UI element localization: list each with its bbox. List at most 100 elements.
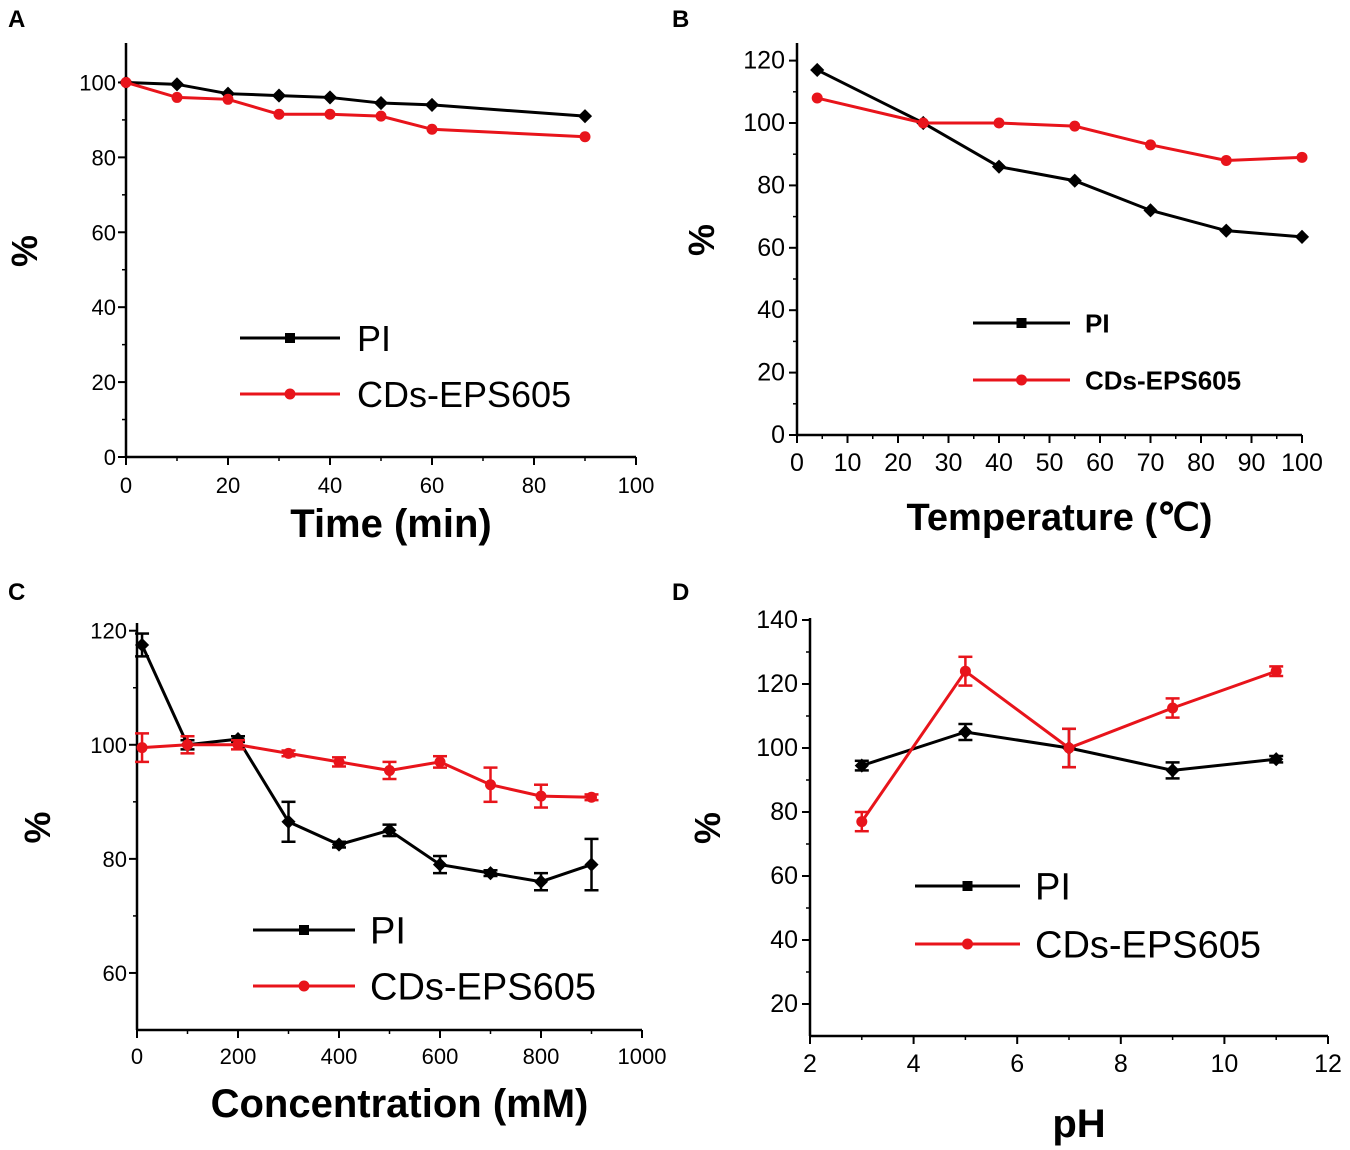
data-point-cds-eps605 xyxy=(959,665,971,677)
data-point-pi xyxy=(577,109,593,124)
data-point-pi xyxy=(483,866,498,881)
panel-c: C 0 200 400 600 800 1000 60 80 100 120 Concentratio… xyxy=(8,579,666,1126)
x-tick-label: 40 xyxy=(318,473,342,498)
data-point-cds-eps605 xyxy=(324,108,336,120)
x-tick-label: 80 xyxy=(1187,449,1215,477)
y-tick-label: 80 xyxy=(770,798,798,826)
y-tick-label: 0 xyxy=(771,421,785,449)
x-tick-label: 0 xyxy=(131,1044,143,1069)
data-point-cds-eps605 xyxy=(171,91,183,103)
x-tick-label: 100 xyxy=(1281,449,1323,477)
data-point-cds-eps605 xyxy=(273,108,285,120)
x-tick-label: 800 xyxy=(523,1044,560,1069)
data-point-pi xyxy=(134,637,150,653)
x-tick-label: 20 xyxy=(884,449,912,477)
x-axis-title: Time (min) xyxy=(290,502,492,546)
legend-marker-pi xyxy=(299,925,309,935)
y-tick-label: 100 xyxy=(756,734,798,762)
panel-d: D 2 4 6 8 10 12 20 40 60 80 100 120 140 pH% PI CDs-EPS60… xyxy=(672,579,1342,1146)
y-tick-label: 20 xyxy=(92,370,116,395)
legend-label-pi: PI xyxy=(357,318,391,359)
data-point-pi xyxy=(382,823,397,838)
x-axis-title: Concentration (mM) xyxy=(211,1082,589,1126)
series-line-cds-eps605 xyxy=(141,743,592,799)
legend-label-cds-eps605: CDs-EPS605 xyxy=(357,374,571,415)
data-point-cds-eps605 xyxy=(1063,742,1075,754)
y-tick-label: 20 xyxy=(757,359,785,387)
y-tick-label: 40 xyxy=(757,296,785,324)
data-point-cds-eps605 xyxy=(333,756,345,768)
x-tick-label: 30 xyxy=(935,449,963,477)
y-axis-title: % xyxy=(681,224,722,256)
x-tick-label: 0 xyxy=(790,449,804,477)
x-tick-label: 10 xyxy=(1210,1050,1238,1078)
data-point-pi xyxy=(584,857,599,872)
data-point-pi xyxy=(424,97,440,112)
data-point-cds-eps605 xyxy=(1296,151,1308,163)
data-point-pi xyxy=(322,90,338,105)
data-point-cds-eps605 xyxy=(579,131,591,143)
data-point-cds-eps605 xyxy=(182,739,193,751)
series-line-pi xyxy=(140,644,592,884)
y-tick-label: 60 xyxy=(757,234,785,262)
y-tick-label: 100 xyxy=(743,109,785,137)
data-point-pi xyxy=(854,758,869,773)
data-point-cds-eps605 xyxy=(811,92,823,104)
legend-marker-cds-eps605 xyxy=(284,388,296,400)
y-tick-label: 40 xyxy=(92,295,116,320)
data-point-cds-eps605 xyxy=(222,93,234,105)
data-point-cds-eps605 xyxy=(426,123,438,135)
data-point-pi xyxy=(810,62,825,78)
x-tick-label: 200 xyxy=(220,1044,257,1069)
panel-label: D xyxy=(672,579,689,606)
data-point-pi xyxy=(1269,752,1284,767)
data-point-cds-eps605 xyxy=(535,790,547,802)
x-tick-label: 80 xyxy=(522,473,546,498)
data-point-cds-eps605 xyxy=(1167,702,1179,714)
legend-label-pi: PI xyxy=(1085,308,1110,338)
data-point-cds-eps605 xyxy=(856,816,868,828)
data-point-cds-eps605 xyxy=(136,742,148,754)
data-point-cds-eps605 xyxy=(232,739,244,751)
data-point-cds-eps605 xyxy=(1145,139,1156,151)
data-point-pi xyxy=(1143,203,1158,218)
x-tick-label: 20 xyxy=(216,473,240,498)
y-tick-label: 100 xyxy=(79,70,116,95)
legend-marker-cds-eps605 xyxy=(962,938,973,950)
legend-label-cds-eps605: CDs-EPS605 xyxy=(1085,365,1241,395)
data-point-pi xyxy=(432,857,448,872)
data-point-cds-eps605 xyxy=(375,110,387,122)
data-point-pi xyxy=(1219,223,1234,238)
y-tick-label: 40 xyxy=(770,926,798,954)
data-point-pi xyxy=(1294,229,1310,244)
data-point-cds-eps605 xyxy=(283,747,294,759)
x-tick-label: 4 xyxy=(907,1050,921,1078)
x-tick-label: 50 xyxy=(1036,449,1064,477)
legend-marker-cds-eps605 xyxy=(298,980,310,992)
x-axis-title: pH xyxy=(1052,1102,1105,1146)
series-line-pi xyxy=(816,68,1303,239)
y-tick-label: 60 xyxy=(103,961,127,986)
panel-label: C xyxy=(8,579,25,606)
y-tick-label: 80 xyxy=(103,847,127,872)
x-tick-label: 0 xyxy=(120,473,132,498)
y-tick-label: 60 xyxy=(92,220,116,245)
x-tick-label: 60 xyxy=(1086,449,1114,477)
panel-label: A xyxy=(8,6,25,33)
y-tick-label: 80 xyxy=(92,145,116,170)
data-point-cds-eps605 xyxy=(485,779,496,791)
series-line-pi xyxy=(125,80,586,118)
x-tick-label: 12 xyxy=(1314,1050,1342,1078)
legend-label-cds-eps605: CDs-EPS605 xyxy=(1035,925,1261,967)
series-line-cds-eps605 xyxy=(125,81,586,139)
data-point-pi xyxy=(271,88,287,103)
x-tick-label: 400 xyxy=(321,1044,358,1069)
legend-label-pi: PI xyxy=(1035,867,1071,909)
x-tick-label: 70 xyxy=(1137,449,1165,477)
data-point-cds-eps605 xyxy=(993,117,1005,129)
y-tick-label: 20 xyxy=(770,990,798,1018)
x-tick-label: 60 xyxy=(420,473,444,498)
panel-b: B 0 10 20 30 40 50 60 70 80 90 100 0 20 40 60 80 100 120 Te… xyxy=(672,6,1323,539)
data-point-cds-eps605 xyxy=(1220,154,1232,166)
